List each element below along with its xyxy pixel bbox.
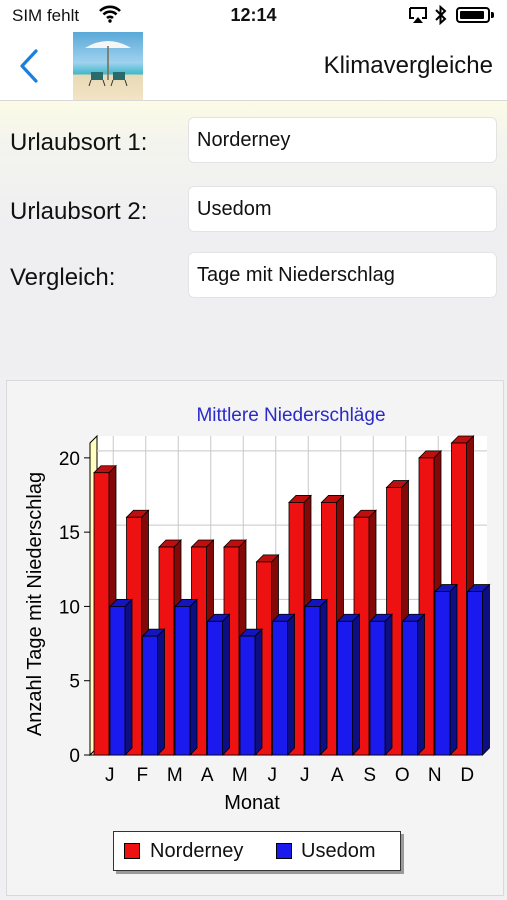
bar-side	[384, 613, 393, 756]
bar-2-D	[467, 591, 483, 756]
place1-row: Urlaubsort 1: Norderney	[10, 117, 497, 163]
chart-panel: Mittlere Niederschläge 0 5 10 15 20 J F M A M J J A S O…	[6, 380, 504, 896]
bar-side	[189, 598, 198, 756]
x-tick-label: O	[395, 765, 410, 786]
x-tick-label: J	[105, 765, 115, 786]
x-axis-label: Monat	[224, 792, 280, 814]
y-axis-label: Anzahl Tage mit Niederschlag	[24, 472, 46, 736]
y-tick-label: 0	[69, 746, 80, 767]
bar-2-M	[239, 635, 256, 756]
legend-swatch-series-1	[124, 843, 140, 859]
y-tick-label: 15	[59, 523, 80, 544]
place1-field[interactable]: Norderney	[188, 117, 497, 163]
x-tick-label: J	[300, 765, 310, 786]
bar-2-A	[337, 620, 353, 756]
bar-1-J	[93, 472, 110, 756]
chevron-left-icon[interactable]	[18, 48, 40, 89]
x-tick-label: S	[363, 765, 376, 786]
clock: 12:14	[230, 5, 277, 25]
y-tick-label: 10	[59, 597, 80, 618]
chart-title: Mittlere Niederschläge	[196, 405, 385, 426]
x-tick-label: M	[167, 765, 183, 786]
bar-side	[222, 613, 230, 756]
bar-2-S	[369, 620, 386, 756]
y-tick-label: 20	[59, 449, 80, 470]
x-tick-label: A	[201, 765, 214, 786]
bar-2-J	[272, 620, 288, 756]
chart-legend: Norderney Usedom	[113, 831, 401, 871]
bar-2-M	[174, 606, 191, 756]
bar-2-N	[434, 591, 451, 756]
legend-label-series-1: Norderney	[150, 840, 244, 862]
bar-side	[157, 628, 165, 756]
x-tick-label: F	[136, 765, 148, 786]
navigation-bar: Klimavergleiche	[0, 30, 507, 101]
x-tick-label: D	[460, 765, 474, 786]
x-tick-label: J	[268, 765, 278, 786]
bar-side	[319, 598, 328, 756]
battery-icon	[456, 7, 494, 23]
airplay-icon	[408, 7, 428, 28]
bluetooth-icon	[434, 4, 448, 30]
place2-field[interactable]: Usedom	[188, 186, 497, 232]
bar-2-J	[109, 606, 126, 756]
place1-label: Urlaubsort 1:	[10, 129, 148, 156]
bar-side	[482, 583, 490, 756]
compare-row: Vergleich: Tage mit Niederschlag	[10, 252, 497, 298]
bar-2-O	[402, 620, 418, 756]
compare-label: Vergleich:	[10, 264, 116, 291]
page-title: Klimavergleiche	[323, 52, 493, 79]
bar-side	[287, 613, 295, 756]
legend-label-series-2: Usedom	[301, 840, 376, 862]
compare-field[interactable]: Tage mit Niederschlag	[188, 252, 497, 298]
bar-2-F	[142, 635, 158, 756]
bar-side	[352, 613, 360, 756]
bar-side	[254, 628, 263, 756]
place2-label: Urlaubsort 2:	[10, 198, 148, 225]
y-tick-label: 5	[69, 672, 80, 693]
bar-2-A	[207, 620, 223, 756]
bar-side	[124, 598, 133, 756]
carrier-label: SIM fehlt	[12, 6, 80, 25]
place2-row: Urlaubsort 2: Usedom	[10, 186, 497, 232]
x-tick-label: N	[428, 765, 442, 786]
bar-2-J	[304, 606, 321, 756]
bar-side	[417, 613, 425, 756]
bar-side	[449, 583, 458, 756]
comparison-form: Urlaubsort 1: Norderney Urlaubsort 2: Us…	[0, 101, 507, 377]
status-bar: SIM fehlt 12:14	[0, 0, 507, 30]
x-tick-label: M	[232, 765, 248, 786]
beach-chairs-image	[73, 32, 143, 100]
x-tick-label: A	[331, 765, 344, 786]
legend-swatch-series-2	[276, 843, 292, 859]
wifi-icon	[99, 5, 121, 28]
